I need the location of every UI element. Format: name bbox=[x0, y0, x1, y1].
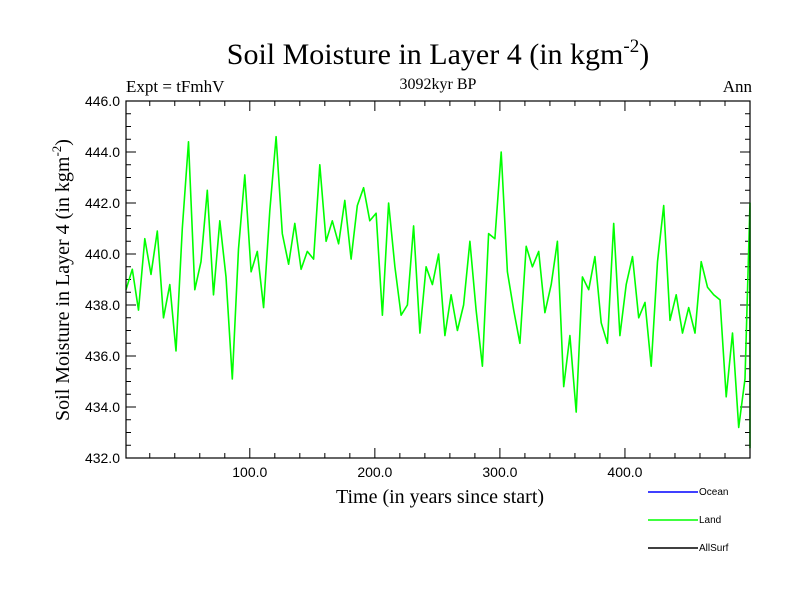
y-tick-label: 440.0 bbox=[85, 246, 120, 262]
plot-frame bbox=[125, 100, 751, 459]
axis-ticks bbox=[126, 100, 750, 459]
x-tick-label: 200.0 bbox=[357, 464, 392, 480]
series-line-land bbox=[125, 135, 751, 449]
axis-tick-labels: 432.0 434.0 436.0 438.0 440.0 442.0 444.0 446.0… bbox=[85, 93, 643, 480]
y-tick-label: 446.0 bbox=[85, 93, 120, 109]
legend-allsurf-label: AllSurf bbox=[699, 543, 729, 554]
y-axis-label: Soil Moisture in Layer 4 (in kgm-2) bbox=[49, 139, 74, 421]
x-tick-label: 300.0 bbox=[482, 464, 517, 480]
period-label: Ann bbox=[723, 77, 753, 96]
legend-ocean-label: Ocean bbox=[699, 487, 728, 498]
y-tick-label: 434.0 bbox=[85, 399, 120, 415]
x-tick-label: 100.0 bbox=[232, 464, 267, 480]
experiment-label: Expt = tFmhV bbox=[126, 77, 225, 96]
y-tick-label: 438.0 bbox=[85, 297, 120, 313]
x-tick-label: 400.0 bbox=[607, 464, 642, 480]
y-tick-label: 442.0 bbox=[85, 195, 120, 211]
y-tick-label: 436.0 bbox=[85, 348, 120, 364]
chart-title: Soil Moisture in Layer 4 (in kgm-2) bbox=[227, 36, 649, 71]
chart-subtitle: 3092kyr BP bbox=[400, 76, 477, 93]
x-axis-label: Time (in years since start) bbox=[336, 486, 544, 508]
y-tick-label: 432.0 bbox=[85, 450, 120, 466]
legend: Ocean Land AllSurf bbox=[648, 487, 729, 554]
legend-land-label: Land bbox=[699, 515, 721, 526]
y-tick-label: 444.0 bbox=[85, 144, 120, 160]
